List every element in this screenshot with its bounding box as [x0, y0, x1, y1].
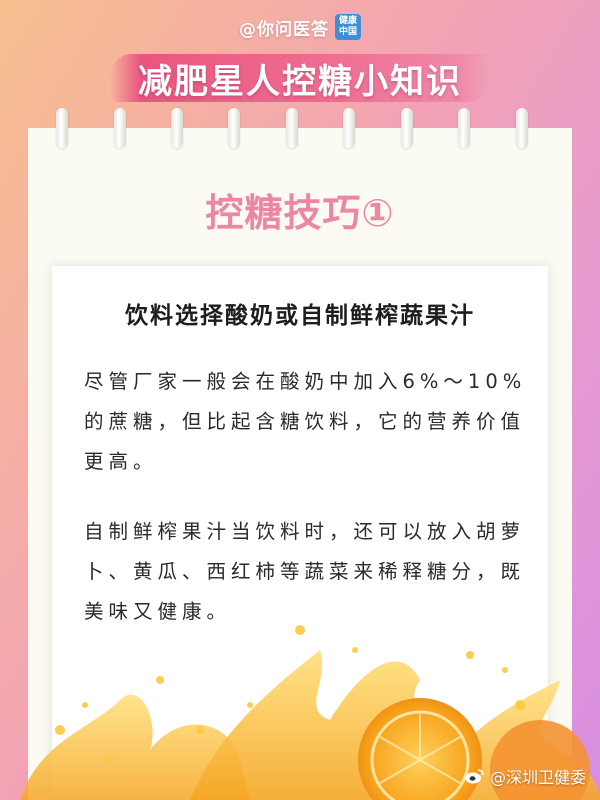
paragraph-juice: 自制鲜榨果汁当饮料时，还可以放入胡萝卜、黄瓜、西红柿等蔬菜来稀释糖分，既美味又健…	[84, 520, 526, 623]
ring-7	[401, 108, 413, 148]
title-banner: 减肥星人控糖小知识	[110, 46, 490, 108]
ring-2	[114, 108, 126, 148]
ring-5	[286, 108, 298, 148]
bottom-watermark: @深圳卫健委	[464, 764, 586, 788]
content-heading: 饮料选择酸奶或自制鲜榨蔬果汁	[125, 303, 475, 329]
orange-right	[490, 720, 590, 800]
logo-line-2: 中国	[338, 27, 357, 37]
paragraph-yogurt: 尽管厂家一般会在酸奶中加入6%～10%的蔗糖，但比起含糖饮料，它的营养价值更高。	[84, 370, 527, 473]
ring-9	[516, 108, 528, 148]
top-watermark-text: @你问医答	[239, 19, 329, 40]
section-title: 控糖技巧①	[205, 191, 395, 235]
ring-4	[228, 108, 240, 148]
logo-line-1: 健康	[338, 16, 357, 26]
bottom-watermark-text: @深圳卫健委	[489, 768, 586, 787]
splash-left	[20, 694, 250, 800]
ring-1	[56, 108, 68, 148]
top-watermark: @你问医答 健康 中国	[0, 14, 600, 40]
weibo-icon	[464, 769, 484, 784]
banner-brush-stroke	[110, 54, 490, 102]
notebook-rings	[28, 108, 572, 152]
ring-6	[343, 108, 355, 148]
health-china-logo: 健康 中国	[335, 14, 361, 40]
ring-3	[171, 108, 183, 148]
juice-splash-illustration	[20, 625, 600, 800]
banner-title: 减肥星人控糖小知识	[138, 62, 462, 102]
ring-8	[458, 108, 470, 148]
